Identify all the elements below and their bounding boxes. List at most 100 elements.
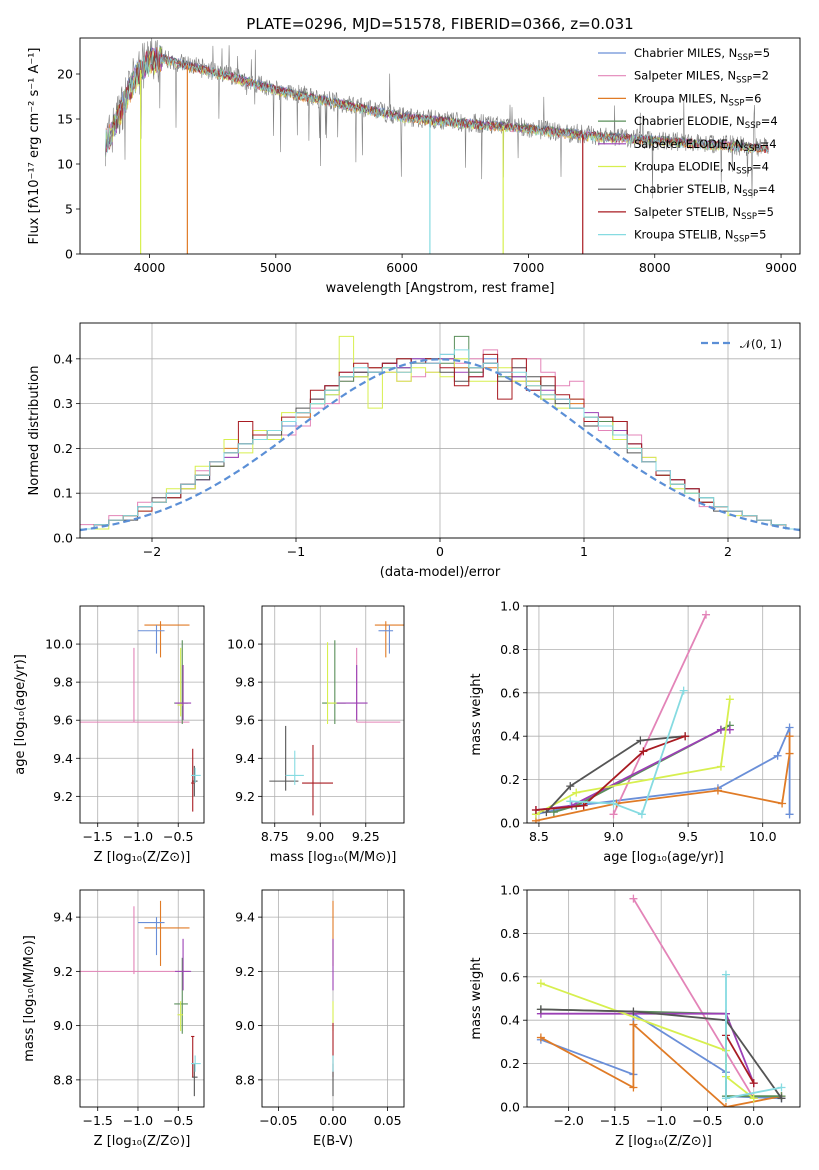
mass-weight-marker xyxy=(716,762,725,771)
y-tick-label: 9.6 xyxy=(53,713,73,728)
mass-weight-marker xyxy=(778,799,787,808)
weight-vs-age-panel: 8.5 9.0 9.5 10.0 0.0 0.2 0.4 0.6 0.8 1.0 age [log₁… xyxy=(469,599,801,865)
y-axis-label: mass [log₁₀(M/M⊙)] xyxy=(22,935,37,1062)
mass-weight-series xyxy=(632,898,755,1099)
x-tick-label: 4000 xyxy=(134,260,166,275)
x-tick-label: 7000 xyxy=(513,260,545,275)
residuals-plot-area xyxy=(80,335,800,538)
x-axis-label: (data-model)/error xyxy=(380,565,501,580)
x-tick-label: 0.00 xyxy=(319,1113,347,1128)
normal-curve xyxy=(80,358,800,532)
y-tick-label: 0.1 xyxy=(53,486,73,501)
axes-frame xyxy=(526,605,801,824)
y-tick-label: 9.0 xyxy=(235,1018,255,1033)
mass-weight-marker xyxy=(566,797,575,806)
y-tick-label: 0.3 xyxy=(53,396,73,411)
y-tick-label: 0.0 xyxy=(500,1100,520,1115)
mass-weight-series xyxy=(540,1008,783,1099)
mass-weight-marker xyxy=(702,610,711,619)
legend-entry: Chabrier STELIB, NSSP=4 xyxy=(634,182,775,199)
y-tick-label: 9.8 xyxy=(53,675,73,690)
y-tick-label: 0.8 xyxy=(500,926,520,941)
mass-weight-marker xyxy=(579,801,588,810)
y-tick-label: 1.0 xyxy=(500,599,520,614)
y-tick-label: 0.2 xyxy=(53,441,73,456)
mass-weight-marker xyxy=(566,782,575,791)
legend-entry: Kroupa ELODIE, NSSP=4 xyxy=(634,160,769,177)
y-tick-label: 9.6 xyxy=(235,713,255,728)
y-axis-label: age [log₁₀(age/yr)] xyxy=(13,654,28,775)
x-tick-label: −1 xyxy=(287,544,305,559)
weight-vs-Z-plot-area xyxy=(536,894,786,1107)
legend-entry: Salpeter ELODIE, NSSP=4 xyxy=(634,137,777,154)
spectrum-legend: Chabrier MILES, NSSP=5 Salpeter MILES, NS… xyxy=(598,46,778,245)
mass-weight-marker xyxy=(609,810,618,819)
mass-weight-marker xyxy=(749,1079,758,1088)
y-tick-label: 0.4 xyxy=(53,351,73,366)
mass-weight-series xyxy=(545,735,686,813)
histogram-series xyxy=(80,335,800,538)
x-tick-label: 0 xyxy=(436,544,444,559)
mass-weight-marker xyxy=(549,808,558,817)
y-tick-label: 8.8 xyxy=(53,1072,73,1087)
x-axis-label: age [log₁₀(age/yr)] xyxy=(603,850,724,865)
y-tick-label: 9.0 xyxy=(53,1018,73,1033)
weight-vs-Z-panel: −2.0 −1.5 −1.0 −0.5 0.0 0.0 0.2 0.4 0.6 0.8 1.0 Z [… xyxy=(469,883,801,1149)
mass-weight-marker xyxy=(721,1094,730,1103)
weight-vs-age-plot-area xyxy=(531,610,794,823)
x-axis-label: Z [log₁₀(Z/Z⊙)] xyxy=(94,850,191,865)
mass-weight-marker xyxy=(531,805,540,814)
errorbar-point xyxy=(302,744,333,816)
mass-weight-marker xyxy=(681,732,690,741)
y-tick-label: 0.0 xyxy=(500,816,520,831)
x-tick-label: −1.5 xyxy=(83,829,113,844)
x-tick-label: −0.5 xyxy=(163,829,193,844)
mass-vs-Z-panel: −1.5 −1.0 −0.5 8.8 9.0 9.2 9.4 Z [log₁₀(Z/Z⊙)] m… xyxy=(22,889,205,1149)
mass-weight-marker xyxy=(629,894,638,903)
x-tick-label: −1.0 xyxy=(123,1113,153,1128)
axes-frame xyxy=(261,605,405,824)
errorbar-point xyxy=(175,938,192,991)
errorbar-point xyxy=(144,621,190,658)
errorbar-point xyxy=(137,917,165,956)
mass-weight-marker xyxy=(725,725,734,734)
x-tick-label: 9.5 xyxy=(678,829,698,844)
histogram-series xyxy=(80,349,800,538)
mass-weight-marker xyxy=(629,1020,638,1029)
age-vs-Z-plot-area xyxy=(80,621,201,812)
y-axis-label: mass weight xyxy=(469,673,484,755)
mass-weight-marker xyxy=(725,695,734,704)
x-tick-label: 2 xyxy=(724,544,732,559)
mass-weight-marker xyxy=(773,751,782,760)
y-axis-label: mass weight xyxy=(469,957,484,1039)
y-tick-label: 10.0 xyxy=(45,637,73,652)
errorbar-point xyxy=(191,1055,201,1072)
axes-frame xyxy=(79,37,801,255)
y-tick-label: 9.4 xyxy=(235,910,255,925)
y-axis-label: Flux [fλ10⁻¹⁷ erg cm⁻² s⁻¹ A⁻¹] xyxy=(27,48,42,245)
axes-frame xyxy=(526,889,801,1108)
spectrum-plot-area xyxy=(105,38,769,254)
y-tick-label: 9.2 xyxy=(235,789,255,804)
mass-weight-marker xyxy=(629,1007,638,1016)
legend-entry: 𝒩(0, 1) xyxy=(740,337,782,351)
errorbar-point xyxy=(269,725,299,791)
mass-weight-marker xyxy=(777,1094,786,1103)
x-tick-label: −0.5 xyxy=(692,1113,722,1128)
y-axis-label: Normed distribution xyxy=(27,366,42,496)
x-axis-label: wavelength [Angstrom, rest frame] xyxy=(326,281,555,296)
errorbar-point xyxy=(80,647,190,723)
errorbar-point xyxy=(285,750,304,785)
mass-weight-marker xyxy=(785,723,794,732)
mass-weight-marker xyxy=(679,686,688,695)
y-tick-label: 0.0 xyxy=(53,531,73,546)
y-tick-label: 20 xyxy=(57,67,73,82)
y-tick-label: 0.4 xyxy=(500,1013,520,1028)
x-tick-label: 5000 xyxy=(260,260,292,275)
errorbar-point xyxy=(191,1035,195,1078)
mass-weight-marker xyxy=(777,1083,786,1092)
axes-frame xyxy=(261,889,405,1108)
y-tick-label: 0.6 xyxy=(500,685,520,700)
x-axis-label: Z [log₁₀(Z/Z⊙)] xyxy=(94,1134,191,1149)
